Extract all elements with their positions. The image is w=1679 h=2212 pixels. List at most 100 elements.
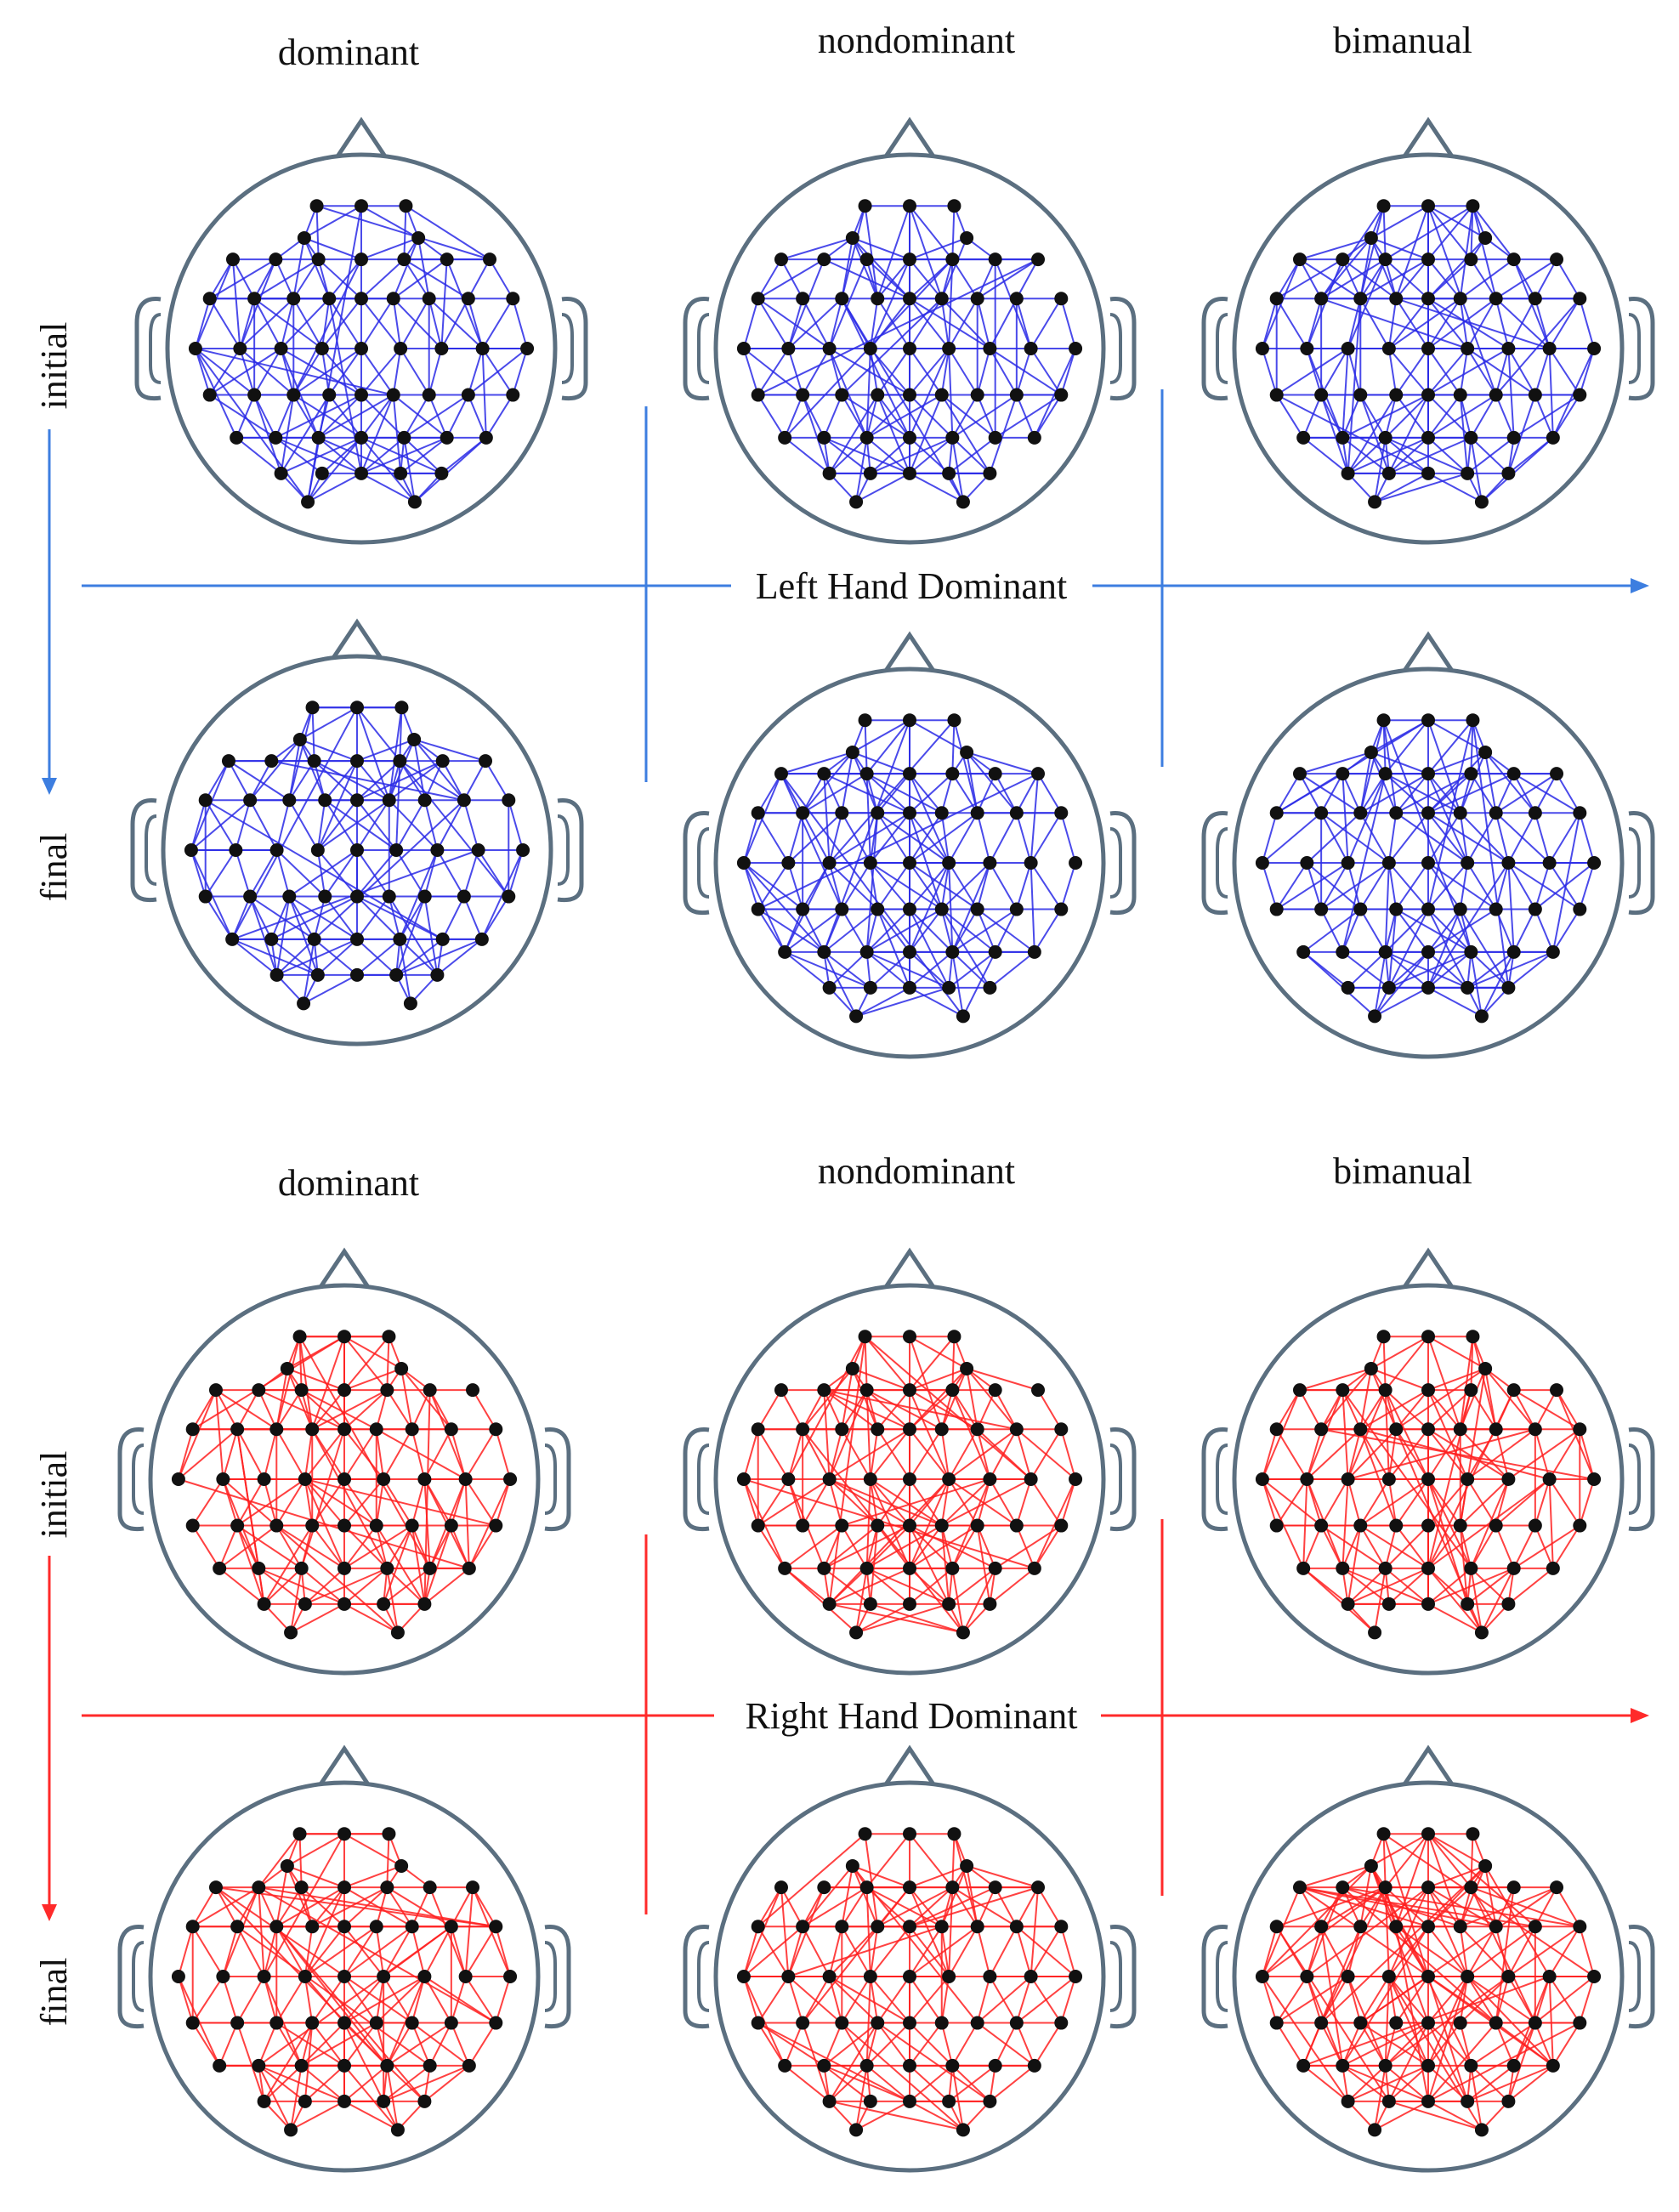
connection-line xyxy=(802,1926,831,1977)
connection-line xyxy=(909,812,943,910)
electrode-icon xyxy=(221,754,235,769)
connection-line xyxy=(865,1976,871,2066)
electrode-icon xyxy=(778,2058,792,2073)
connection-line xyxy=(951,908,1018,953)
connection-line xyxy=(275,849,291,897)
connection-line xyxy=(866,950,950,989)
electrode-icon xyxy=(751,1422,765,1437)
connection-line xyxy=(941,1478,991,1527)
connection-line xyxy=(1384,2022,1398,2067)
electrode-icon xyxy=(1542,342,1557,355)
connection-line xyxy=(757,258,825,300)
connection-line xyxy=(1385,1568,1429,1605)
connection-line xyxy=(215,1389,239,1430)
connection-line xyxy=(876,348,910,396)
connection-line xyxy=(462,799,479,851)
connection-line xyxy=(280,298,330,349)
electrode-icon xyxy=(849,2123,864,2137)
column-label-nondominant: nondominant xyxy=(818,20,1015,61)
connection-line xyxy=(989,812,1018,864)
electrode-icon xyxy=(1378,430,1393,445)
electrode-icon xyxy=(1389,292,1404,306)
connection-line xyxy=(757,908,825,953)
electrode-icon xyxy=(252,2058,266,2073)
connection-line xyxy=(1395,812,1468,864)
electrode-icon xyxy=(307,932,321,946)
electrode-icon xyxy=(817,1561,831,1575)
electrode-icon xyxy=(264,754,279,769)
connection-line xyxy=(1427,394,1461,439)
electrode-icon xyxy=(355,199,368,213)
connection-line xyxy=(464,1478,470,1568)
electrode-icon xyxy=(1336,1880,1350,1895)
electrode-icon xyxy=(1368,1625,1382,1640)
connection-line xyxy=(1359,1976,1390,2024)
connection-line xyxy=(343,1389,389,1431)
electrode-icon xyxy=(1421,2094,1435,2108)
electrode-icon xyxy=(309,199,324,213)
electrode-icon xyxy=(934,902,949,916)
connection-line xyxy=(1427,2022,1461,2067)
connection-line xyxy=(1470,1568,1483,1633)
electrode-icon xyxy=(942,980,956,995)
electrode-icon xyxy=(1341,342,1355,355)
electrode-icon xyxy=(934,806,949,820)
electrode-icon xyxy=(269,1518,284,1533)
connection-line xyxy=(440,259,448,349)
connection-line xyxy=(865,1478,871,1568)
connection-line xyxy=(841,1368,854,1430)
connection-line xyxy=(191,1926,224,1977)
connection-line xyxy=(1460,258,1515,300)
connection-line xyxy=(1427,773,1472,814)
connection-line xyxy=(360,298,394,349)
electrode-icon xyxy=(1489,1518,1503,1533)
connection-line xyxy=(951,1389,978,1430)
connection-line xyxy=(222,1926,239,1977)
connection-line xyxy=(948,1478,1018,1527)
connection-line xyxy=(343,1524,413,1569)
connection-line xyxy=(239,348,256,395)
connection-line xyxy=(828,1336,866,1604)
electrode-icon xyxy=(1573,1422,1587,1437)
connection-line xyxy=(343,2065,388,2102)
connection-line xyxy=(909,298,943,349)
connection-line xyxy=(311,1389,345,1430)
connection-line xyxy=(236,1389,260,1430)
electrode-icon xyxy=(736,1970,751,1983)
ear-inner-icon xyxy=(1109,313,1122,384)
connection-line xyxy=(301,1568,345,1605)
connection-line xyxy=(1382,1834,1387,1888)
electrode-icon xyxy=(903,1518,916,1533)
connection-line xyxy=(828,1478,878,1527)
connection-line xyxy=(275,1478,306,1527)
connection-line xyxy=(263,1525,314,1605)
electrode-icon xyxy=(377,2094,391,2108)
connection-line xyxy=(1016,1976,1076,2024)
electrode-icon xyxy=(988,1880,1002,1895)
electrode-icon xyxy=(397,430,411,445)
connection-line xyxy=(823,436,910,474)
connection-line xyxy=(303,237,331,299)
electrode-icon xyxy=(1461,1597,1475,1611)
electrode-icon xyxy=(298,1472,312,1486)
electrode-icon xyxy=(257,1597,271,1611)
connection-line xyxy=(828,1389,868,1480)
connection-line xyxy=(940,909,954,953)
electrode-icon xyxy=(1489,1422,1503,1437)
connection-line xyxy=(876,908,910,953)
electrode-icon xyxy=(397,252,411,267)
connection-line xyxy=(1427,752,1486,775)
connection-line xyxy=(909,1368,967,1392)
connection-line xyxy=(324,849,358,898)
electrode-icon xyxy=(983,1597,997,1611)
connection-line xyxy=(828,2022,879,2102)
connection-line xyxy=(258,1389,345,1431)
connection-line xyxy=(343,1478,377,1527)
connection-line xyxy=(313,760,358,802)
connection-line xyxy=(1534,348,1551,395)
electrode-icon xyxy=(516,843,530,857)
ear-inner-icon xyxy=(561,313,574,384)
connection-line xyxy=(275,394,362,439)
electrode-icon xyxy=(1054,388,1069,402)
electrode-icon xyxy=(751,806,765,820)
